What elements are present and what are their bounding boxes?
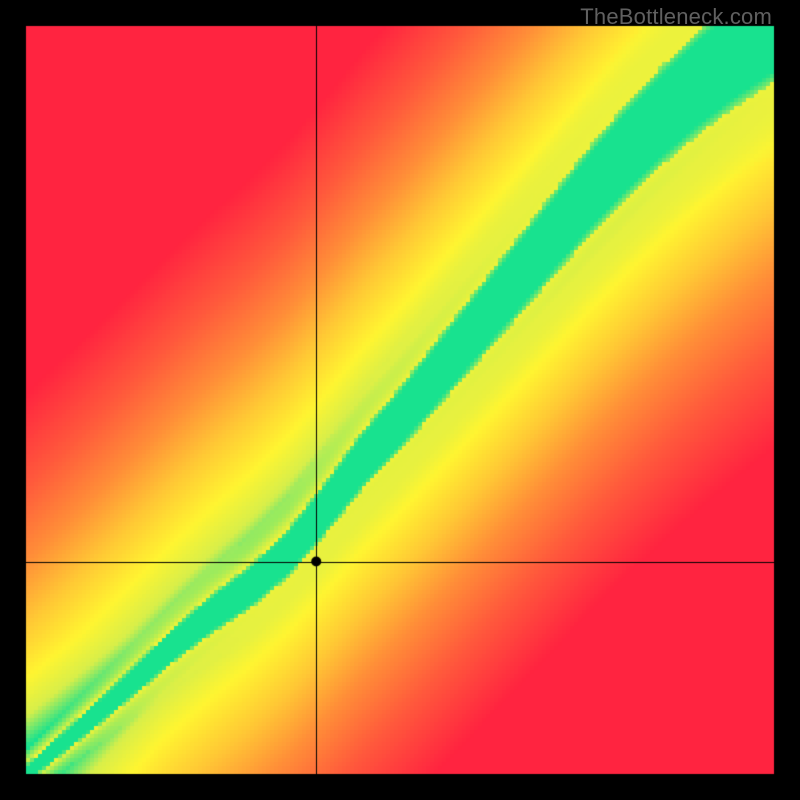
bottleneck-heatmap: [0, 0, 800, 800]
watermark-text: TheBottleneck.com: [580, 4, 772, 30]
